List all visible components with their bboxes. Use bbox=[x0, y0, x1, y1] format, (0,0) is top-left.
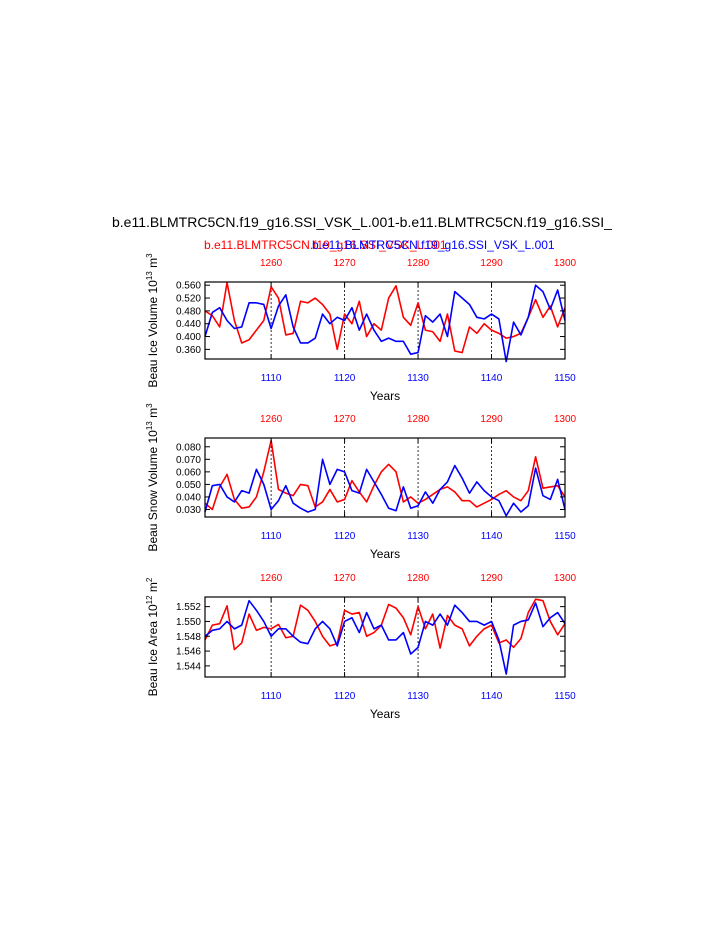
y-tick-label: 0.400 bbox=[176, 332, 201, 343]
x-axis-label: Years bbox=[370, 389, 400, 403]
bottom-tick-label: 1110 bbox=[261, 691, 282, 702]
y-axis-label: Beau Ice Area 1012 m2 bbox=[145, 577, 160, 696]
top-tick-label: 1290 bbox=[480, 414, 503, 425]
bottom-tick-label: 1140 bbox=[481, 691, 503, 702]
top-tick-label: 1260 bbox=[260, 258, 283, 269]
series-line-red bbox=[204, 281, 566, 354]
top-tick-label: 1290 bbox=[480, 258, 503, 269]
y-tick-label: 0.360 bbox=[176, 345, 201, 356]
bottom-tick-label: 1150 bbox=[554, 691, 576, 702]
y-tick-label: 0.560 bbox=[176, 281, 201, 292]
y-tick-label: 0.480 bbox=[176, 306, 201, 317]
plot-frame bbox=[204, 437, 566, 518]
bottom-tick-label: 1140 bbox=[481, 531, 503, 542]
top-tick-label: 1270 bbox=[333, 258, 356, 269]
bottom-tick-label: 1130 bbox=[407, 531, 429, 542]
top-tick-label: 1300 bbox=[554, 573, 577, 584]
y-tick-label: 0.070 bbox=[176, 455, 201, 466]
y-tick-label: 1.544 bbox=[176, 661, 201, 672]
bottom-tick-label: 1140 bbox=[481, 373, 503, 384]
bottom-tick-label: 1110 bbox=[261, 373, 282, 384]
bottom-tick-label: 1150 bbox=[554, 373, 576, 384]
y-tick-label: 0.050 bbox=[176, 480, 201, 491]
top-tick-label: 1300 bbox=[554, 414, 577, 425]
subtitle-red: b.e11.BLMTRC5CN.f19_g16.SSI_VSK_L.001 bbox=[204, 238, 447, 252]
y-tick-label: 0.520 bbox=[176, 294, 201, 305]
series-line-blue bbox=[204, 458, 566, 517]
bottom-tick-label: 1120 bbox=[334, 691, 356, 702]
y-tick-label: 0.060 bbox=[176, 467, 201, 478]
top-tick-label: 1280 bbox=[407, 258, 430, 269]
top-tick-label: 1280 bbox=[407, 573, 430, 584]
bottom-tick-label: 1150 bbox=[554, 531, 576, 542]
bottom-tick-label: 1110 bbox=[261, 531, 282, 542]
y-tick-label: 0.440 bbox=[176, 319, 201, 330]
series-line-red bbox=[204, 598, 566, 651]
top-tick-label: 1270 bbox=[333, 573, 356, 584]
series-line-blue bbox=[204, 599, 566, 675]
y-tick-label: 0.080 bbox=[176, 442, 201, 453]
top-tick-label: 1290 bbox=[480, 573, 503, 584]
top-tick-label: 1280 bbox=[407, 414, 430, 425]
y-axis-label: Beau Ice Volume 1013 m3 bbox=[145, 253, 160, 388]
y-tick-label: 1.548 bbox=[176, 632, 201, 643]
top-tick-label: 1270 bbox=[333, 414, 356, 425]
series-line-blue bbox=[204, 284, 566, 363]
plot-frame bbox=[204, 281, 566, 360]
x-axis-label: Years bbox=[370, 707, 400, 721]
y-tick-label: 1.550 bbox=[176, 617, 201, 628]
top-tick-label: 1300 bbox=[554, 258, 577, 269]
y-tick-label: 1.546 bbox=[176, 647, 201, 658]
y-tick-label: 0.030 bbox=[176, 505, 201, 516]
bottom-tick-label: 1120 bbox=[334, 373, 356, 384]
y-axis-label: Beau Snow Volume 1013 m3 bbox=[145, 403, 160, 552]
series-line-red bbox=[204, 439, 566, 511]
bottom-tick-label: 1130 bbox=[407, 691, 429, 702]
top-tick-label: 1260 bbox=[260, 414, 283, 425]
x-axis-label: Years bbox=[370, 547, 400, 561]
plot-frame bbox=[204, 596, 566, 678]
bottom-tick-label: 1120 bbox=[334, 531, 356, 542]
bottom-tick-label: 1130 bbox=[407, 373, 429, 384]
main-title: b.e11.BLMTRC5CN.f19_g16.SSI_VSK_L.001-b.… bbox=[112, 214, 612, 230]
y-tick-label: 0.040 bbox=[176, 492, 201, 503]
subtitle-blue: b.e11.BLMTRC5CN.f19_g16.SSI_VSK_L.001 bbox=[312, 238, 555, 252]
top-tick-label: 1260 bbox=[260, 573, 283, 584]
y-tick-label: 1.552 bbox=[176, 602, 201, 613]
